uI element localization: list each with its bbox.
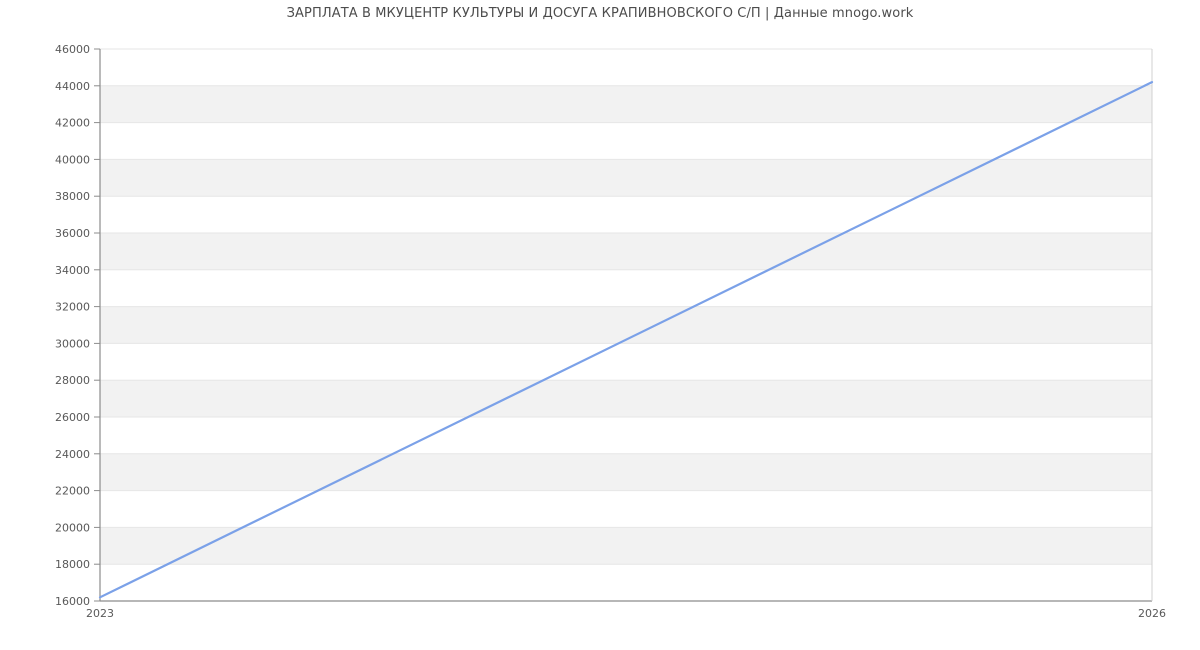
chart-title: ЗАРПЛАТА В МКУЦЕНТР КУЛЬТУРЫ И ДОСУГА КР… [286,6,914,21]
y-tick-label: 22000 [55,485,90,498]
y-tick-label: 26000 [55,411,90,424]
y-tick-label: 16000 [55,595,90,608]
y-tick-label: 36000 [55,227,90,240]
plot-band [100,233,1152,270]
y-tick-label: 34000 [55,264,90,277]
plot-band [100,527,1152,565]
salary-line [98,81,1154,599]
y-tick-label: 30000 [55,337,90,350]
y-tick-label: 18000 [55,558,90,571]
plot-band [100,306,1152,344]
x-axis-labels: 2023 2026 [86,607,1166,620]
y-tick-label: 28000 [55,374,90,387]
series [98,81,1154,599]
y-tick-label: 40000 [55,153,90,166]
y-tick-label: 32000 [55,301,90,314]
y-tick-label: 24000 [55,448,90,461]
axes [99,49,1153,602]
grid-lines [100,48,1152,602]
plot-band [100,159,1152,197]
y-tick-label: 38000 [55,190,90,203]
y-tick-label: 42000 [55,117,90,130]
y-tick-label: 46000 [55,43,90,56]
plot-band [100,453,1152,491]
y-tick-label: 44000 [55,80,90,93]
x-tick-label: 2023 [86,607,114,620]
plot-bands [100,85,1152,565]
plot-band [100,85,1152,123]
y-axis: 16000 18000 20000 22000 24000 26000 28000 30000… [55,43,100,608]
x-tick-label: 2026 [1138,607,1166,620]
y-tick-label: 20000 [55,521,90,534]
plot-band [100,380,1152,417]
